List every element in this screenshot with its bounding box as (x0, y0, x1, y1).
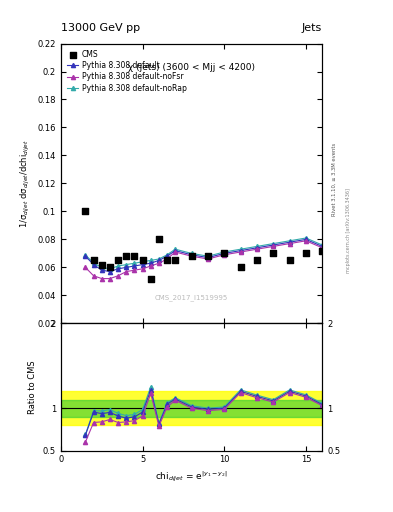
Pythia 8.308 default-noFsr (206, 256, 210, 262)
Pythia 8.308 default (303, 237, 308, 243)
CMS (270, 249, 276, 258)
CMS (319, 246, 325, 254)
Line: Pythia 8.308 default-noRap: Pythia 8.308 default-noRap (83, 236, 324, 271)
CMS (131, 252, 138, 260)
Pythia 8.308 default-noRap (222, 249, 227, 255)
CMS (303, 249, 309, 258)
Pythia 8.308 default (83, 253, 88, 259)
Pythia 8.308 default-noFsr (99, 275, 104, 282)
Pythia 8.308 default-noFsr (140, 266, 145, 272)
CMS (156, 236, 162, 244)
CMS (90, 257, 97, 265)
CMS (148, 274, 154, 283)
Legend: CMS, Pythia 8.308 default, Pythia 8.308 default-noFsr, Pythia 8.308 default-noRa: CMS, Pythia 8.308 default, Pythia 8.308 … (65, 47, 189, 95)
CMS (189, 252, 195, 260)
Pythia 8.308 default-noFsr (91, 273, 96, 279)
Pythia 8.308 default (156, 258, 161, 264)
Pythia 8.308 default-noRap (271, 241, 275, 247)
Pythia 8.308 default-noRap (156, 256, 161, 262)
Text: CMS_2017_I1519995: CMS_2017_I1519995 (155, 294, 228, 301)
Line: Pythia 8.308 default: Pythia 8.308 default (83, 238, 324, 274)
Text: mcplots.cern.ch [arXiv:1306.3436]: mcplots.cern.ch [arXiv:1306.3436] (346, 188, 351, 273)
Pythia 8.308 default-noFsr (222, 252, 227, 258)
Pythia 8.308 default (140, 262, 145, 268)
Pythia 8.308 default-noRap (165, 252, 169, 258)
Pythia 8.308 default-noRap (149, 258, 153, 264)
CMS (99, 261, 105, 269)
Bar (61, 400, 322, 417)
Pythia 8.308 default-noFsr (173, 249, 178, 255)
Pythia 8.308 default (91, 262, 96, 268)
Y-axis label: 1/σ$_{dijet}$ dσ$_{dijet}$/dchi$_{dijet}$: 1/σ$_{dijet}$ dσ$_{dijet}$/dchi$_{dijet}… (19, 139, 32, 228)
CMS (115, 257, 121, 265)
CMS (164, 257, 170, 265)
Text: Jets: Jets (302, 23, 322, 33)
CMS (254, 257, 260, 265)
Pythia 8.308 default-noFsr (165, 256, 169, 262)
Pythia 8.308 default-noRap (83, 252, 88, 258)
Pythia 8.308 default-noFsr (149, 263, 153, 269)
Pythia 8.308 default (271, 242, 275, 248)
CMS (237, 263, 244, 271)
Pythia 8.308 default-noFsr (287, 241, 292, 247)
Pythia 8.308 default-noRap (320, 242, 325, 248)
Pythia 8.308 default (255, 245, 259, 251)
Pythia 8.308 default-noFsr (116, 273, 120, 279)
Pythia 8.308 default (116, 266, 120, 272)
Pythia 8.308 default-noRap (255, 243, 259, 249)
Pythia 8.308 default (108, 268, 112, 274)
Pythia 8.308 default-noFsr (238, 249, 243, 255)
Pythia 8.308 default-noRap (303, 235, 308, 241)
Pythia 8.308 default-noRap (91, 260, 96, 266)
Pythia 8.308 default-noRap (189, 250, 194, 257)
Pythia 8.308 default-noRap (108, 266, 112, 272)
Y-axis label: Ratio to CMS: Ratio to CMS (28, 360, 37, 414)
Pythia 8.308 default (287, 239, 292, 245)
Pythia 8.308 default (149, 260, 153, 266)
Pythia 8.308 default-noFsr (303, 238, 308, 244)
Pythia 8.308 default-noRap (238, 246, 243, 252)
Pythia 8.308 default-noFsr (189, 253, 194, 259)
Pythia 8.308 default (238, 247, 243, 253)
Pythia 8.308 default-noFsr (108, 275, 112, 282)
Pythia 8.308 default-noFsr (255, 246, 259, 252)
Pythia 8.308 default-noFsr (124, 268, 129, 274)
CMS (107, 263, 113, 271)
Pythia 8.308 default-noFsr (83, 264, 88, 270)
CMS (205, 252, 211, 260)
Pythia 8.308 default (173, 247, 178, 253)
Pythia 8.308 default-noRap (99, 264, 104, 270)
Pythia 8.308 default-noRap (206, 253, 210, 259)
CMS (172, 257, 178, 265)
CMS (221, 249, 228, 258)
Pythia 8.308 default (206, 254, 210, 261)
Pythia 8.308 default-noFsr (271, 243, 275, 249)
Text: Rivet 3.1.10, ≥ 3.3M events: Rivet 3.1.10, ≥ 3.3M events (332, 142, 337, 216)
Pythia 8.308 default-noFsr (156, 260, 161, 266)
CMS (123, 252, 129, 260)
Pythia 8.308 default (124, 264, 129, 270)
Pythia 8.308 default-noRap (287, 238, 292, 244)
Text: χ (jets) (3600 < Mjj < 4200): χ (jets) (3600 < Mjj < 4200) (128, 63, 255, 72)
Pythia 8.308 default (222, 250, 227, 257)
Pythia 8.308 default-noRap (173, 246, 178, 252)
Pythia 8.308 default-noRap (140, 259, 145, 265)
Pythia 8.308 default-noFsr (320, 245, 325, 251)
Pythia 8.308 default (99, 267, 104, 273)
Pythia 8.308 default (189, 252, 194, 258)
Pythia 8.308 default (165, 253, 169, 259)
CMS (140, 257, 146, 265)
Pythia 8.308 default-noFsr (132, 267, 137, 273)
Pythia 8.308 default-noRap (132, 260, 137, 266)
CMS (82, 207, 88, 216)
Pythia 8.308 default-noRap (124, 262, 129, 268)
Pythia 8.308 default-noRap (116, 263, 120, 269)
Line: Pythia 8.308 default-noFsr: Pythia 8.308 default-noFsr (83, 239, 324, 281)
CMS (286, 257, 293, 265)
Pythia 8.308 default (132, 263, 137, 269)
Pythia 8.308 default (320, 243, 325, 249)
X-axis label: chi$_{dijet}$ = e$^{|y_1-y_2|}$: chi$_{dijet}$ = e$^{|y_1-y_2|}$ (155, 470, 228, 484)
Text: 13000 GeV pp: 13000 GeV pp (61, 23, 140, 33)
Bar (61, 391, 322, 425)
